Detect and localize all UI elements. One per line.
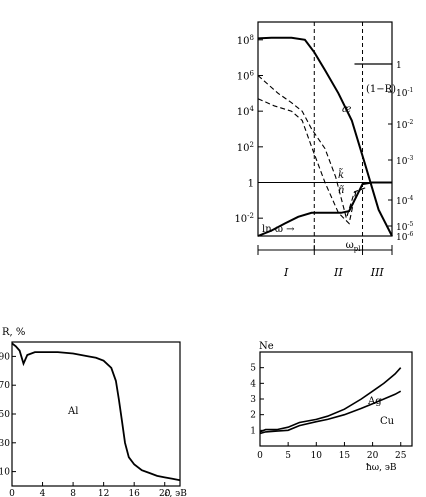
x-tick-label: 25 [395,451,407,461]
plot-frame [11,341,181,487]
x-tick-label: 12 [98,489,109,497]
y-tick-label: 30 [0,439,10,449]
left-tick-label: 10-2 [234,212,254,225]
x-tick-label: 0 [9,489,15,497]
series-line-1 [257,181,392,237]
curve-label: æ [342,104,351,115]
series-line-0 [257,36,393,237]
optical-constants-chart: 108 106 104 102 1 10-2 1 10-1 10-2 10-3 10-4 10-510… [234,21,413,279]
region-label: III [370,266,385,279]
region-label: II [333,266,343,279]
y-tick-label: 1 [250,426,256,436]
plasma-frequency-label: ωpl [346,240,362,253]
series-label-cu: Cu [380,416,395,427]
y-axis-label: Ne [259,341,274,352]
y-axis-label: R, % [2,327,25,338]
y-tick-label: 10 [0,468,10,478]
plot-frame [259,351,413,447]
series-label-ag: Ag [367,396,382,407]
left-tick-label: 102 [237,141,254,154]
y-tick-label: 2 [250,411,256,421]
x-axis-label: ln ω → [262,224,295,235]
x-tick-label: 8 [70,489,76,497]
y-tick-label: 90 [0,352,10,362]
left-tick-label: 106 [237,70,255,83]
curve-label: k̃ [338,168,344,181]
x-tick-label: 4 [40,489,46,497]
y-tick-label: 3 [250,395,256,405]
y-tick-label: 50 [0,410,10,420]
right-tick-label: 10-3 [396,155,413,167]
series-line-2 [257,75,366,221]
x-axis-label: ℰ, эВ [164,489,187,497]
x-tick-label: 10 [311,451,323,461]
x-tick-label: 15 [339,451,351,461]
right-tick-label: 10-5 [396,221,413,233]
region-label: I [283,266,289,279]
al-reflectivity-chart: R, % 10 30 50 70 90 0 4 8 12 16 20ℰ, эВ Al [0,327,187,497]
x-axis-label: ħω, эВ [366,463,397,473]
y-tick-label: 4 [250,379,256,389]
x-tick-label: 20 [367,451,379,461]
y-tick-label: 5 [250,364,256,374]
plot-frame [257,21,393,237]
y-tick-label: 70 [0,381,10,391]
x-tick-label: 5 [285,451,291,461]
left-tick-label: 104 [237,105,255,118]
left-tick-label: 1 [248,179,254,190]
right-tick-label: 10-1 [396,87,413,99]
left-tick-label: 108 [237,34,254,47]
series-line-cu [259,390,402,435]
series-line-ag [259,367,402,433]
series-line-al [11,342,181,482]
curve-label: ñ [338,185,344,196]
right-tick-label: 10-4 [396,195,413,207]
right-tick-label: 10-6 [396,231,413,243]
al-annotation: Al [67,406,78,417]
right-tick-label: 1 [396,61,402,71]
x-tick-label: 16 [128,489,140,497]
curve-label: (1−R) [366,84,396,95]
series-line-3 [257,98,366,225]
x-tick-label: 0 [257,451,263,461]
right-tick-label: 10-2 [396,119,413,131]
effective-electrons-chart: Ne 1 2 3 4 5 0 5 10 15 20 25 ħω, эВ Ag Cu [250,341,413,473]
x-tick-label: 20 [159,489,171,497]
